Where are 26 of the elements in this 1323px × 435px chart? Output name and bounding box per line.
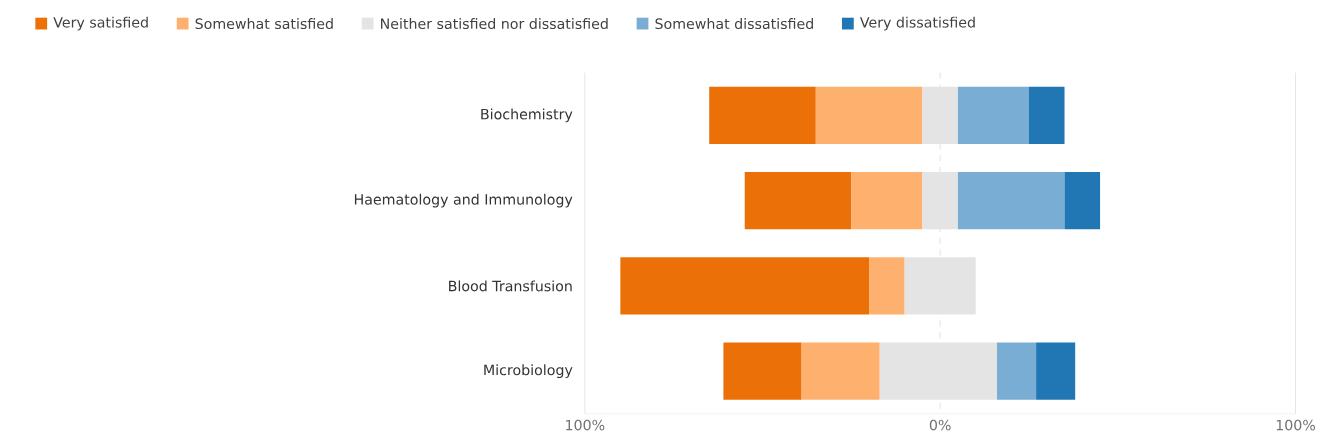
bar [801, 342, 880, 400]
x-tick-label: 100% [1276, 419, 1316, 431]
x-tick-label: 0% [929, 419, 951, 431]
y-tick-label: Microbiology [484, 364, 573, 378]
bar [1029, 86, 1065, 144]
x-tick-label: 100% [566, 419, 605, 431]
y-tick-label: Blood Transfusion [449, 280, 572, 292]
bar [957, 86, 1029, 144]
bar [957, 171, 1065, 229]
bar [1036, 342, 1076, 400]
bar [851, 171, 923, 229]
legend-label: Somewhat satisfied [195, 17, 333, 29]
bar [723, 342, 802, 400]
bar [744, 171, 852, 229]
bar [709, 86, 816, 144]
bar [997, 342, 1037, 400]
bar [869, 257, 905, 315]
bar [815, 86, 923, 144]
y-tick-label: Biochemistry [481, 108, 573, 123]
legend-label: Very satisfied [53, 16, 148, 31]
legend-label: Somewhat dissatisfied [655, 17, 813, 29]
legend-label: Neither satisfied nor dissatisfied [381, 17, 608, 29]
bar [620, 257, 870, 315]
legend-label: Very dissatisfied [859, 16, 975, 31]
bar [1064, 171, 1101, 229]
y-tick-label: Haematology and Immunology [354, 193, 573, 208]
